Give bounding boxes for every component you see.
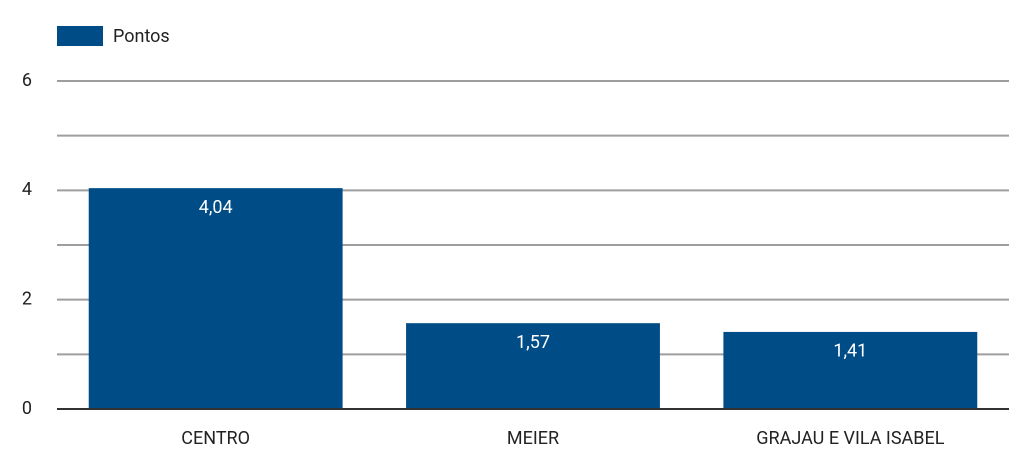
legend-swatch: [57, 26, 103, 46]
x-tick-label: MEIER: [507, 428, 559, 449]
bar: [723, 331, 978, 409]
value-label: 1,41: [833, 341, 867, 362]
y-tick-label: 2: [22, 288, 32, 309]
legend-label: Pontos: [113, 26, 170, 47]
value-label: 4,04: [199, 197, 233, 218]
x-tick-label: GRAJAU E VILA ISABEL: [756, 428, 944, 449]
y-tick-label: 4: [22, 179, 32, 200]
x-tick-label: CENTRO: [181, 428, 250, 449]
bar: [406, 323, 660, 409]
bar: [88, 188, 343, 409]
value-label: 1,57: [516, 332, 550, 353]
y-tick-label: 6: [22, 70, 32, 91]
y-tick-label: 0: [22, 398, 32, 419]
